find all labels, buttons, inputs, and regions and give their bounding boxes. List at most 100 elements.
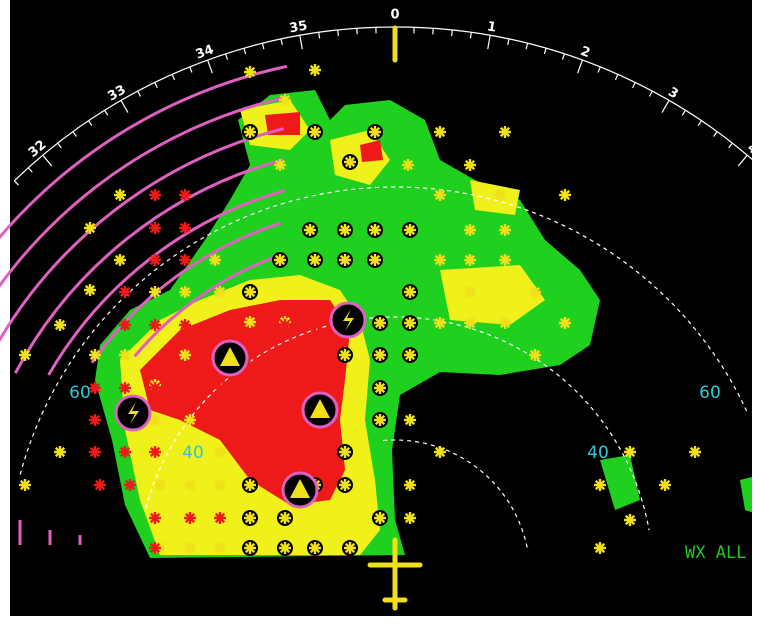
weather-asterisk [119,349,131,361]
lightning-symbol [116,396,150,430]
compass-label: 0 [390,8,399,23]
range-label: 40 [587,443,609,463]
weather-asterisk [184,542,196,554]
weather-asterisk [279,319,291,331]
weather-asterisk [214,479,226,491]
weather-asterisk [179,319,191,331]
weather-asterisk [464,159,476,171]
weather-asterisk [279,414,291,426]
weather-asterisk [89,349,101,361]
weather-asterisk [277,510,293,526]
weather-asterisk [214,512,226,524]
weather-asterisk [209,254,221,266]
weather-asterisk [337,444,353,460]
weather-asterisk [149,189,161,201]
weather-asterisk [402,412,418,428]
weather-asterisk [179,286,191,298]
weather-asterisk [499,126,511,138]
weather-asterisk [624,514,636,526]
weather-asterisk [242,540,258,556]
page: {"compass": {"labels": ["32", "33", "34"… [0,0,762,624]
weather-asterisk [402,347,418,363]
weather-asterisk [559,189,571,201]
weather-asterisk [434,189,446,201]
weather-asterisk [119,319,131,331]
weather-asterisk [337,477,353,493]
weather-asterisk [309,64,321,76]
weather-asterisk [594,542,606,554]
weather-asterisk [402,477,418,493]
weather-asterisk [559,317,571,329]
weather-asterisk [119,446,131,458]
weather-asterisk [242,477,258,493]
weather-asterisk [309,319,321,331]
weather-asterisk [337,347,353,363]
weather-asterisk [274,159,286,171]
weather-asterisk [184,479,196,491]
compass-tick [338,30,339,36]
hail-symbol [213,341,247,375]
weather-asterisk [279,94,291,106]
hail-symbol [303,393,337,427]
weather-asterisk [154,479,166,491]
weather-asterisk [214,382,226,394]
weather-asterisk [279,382,291,394]
frame [0,616,762,624]
weather-asterisk [307,252,323,268]
weather-asterisk [307,124,323,140]
compass-label: 35 [288,18,308,36]
weather-asterisk [244,446,256,458]
compass-tick [470,32,471,38]
weather-asterisk [402,284,418,300]
weather-asterisk [149,254,161,266]
weather-asterisk [372,315,388,331]
weather-asterisk [119,382,131,394]
weather-asterisk [464,286,476,298]
radar-display: 3233343501234 60 40 40 60 WX ALL [0,0,762,624]
weather-asterisk [337,252,353,268]
weather-asterisk [242,124,258,140]
weather-asterisk [84,222,96,234]
weather-asterisk [402,315,418,331]
range-label: 60 [69,383,91,403]
weather-asterisk [434,317,446,329]
weather-asterisk [214,414,226,426]
weather-asterisk [214,319,226,331]
weather-asterisk [307,540,323,556]
weather-asterisk [184,382,196,394]
weather-asterisk [372,510,388,526]
weather-asterisk [464,254,476,266]
weather-asterisk [529,286,541,298]
weather-asterisk [367,124,383,140]
weather-asterisk [244,316,256,328]
weather-asterisk [434,254,446,266]
weather-asterisk [499,317,511,329]
compass-tick [319,32,320,38]
weather-asterisk [124,479,136,491]
weather-asterisk [214,286,226,298]
weather-asterisk [184,414,196,426]
weather-asterisk [244,414,256,426]
weather-asterisk [372,412,388,428]
weather-asterisk [149,286,161,298]
weather-asterisk [594,479,606,491]
weather-asterisk [149,512,161,524]
weather-asterisk [179,349,191,361]
weather-asterisk [689,446,701,458]
weather-asterisk [149,382,161,394]
weather-asterisk [119,286,131,298]
range-label: 40 [182,443,204,463]
weather-asterisk [402,510,418,526]
weather-asterisk [179,222,191,234]
lightning-symbol [331,303,365,337]
weather-asterisk [499,224,511,236]
weather-asterisk [367,222,383,238]
weather-asterisk [19,479,31,491]
weather-asterisk [279,446,291,458]
weather-asterisk [499,254,511,266]
mode-label: WX ALL [685,543,746,563]
weather-asterisk [337,222,353,238]
weather-asterisk [242,510,258,526]
compass-tick [452,30,453,36]
weather-asterisk [659,479,671,491]
